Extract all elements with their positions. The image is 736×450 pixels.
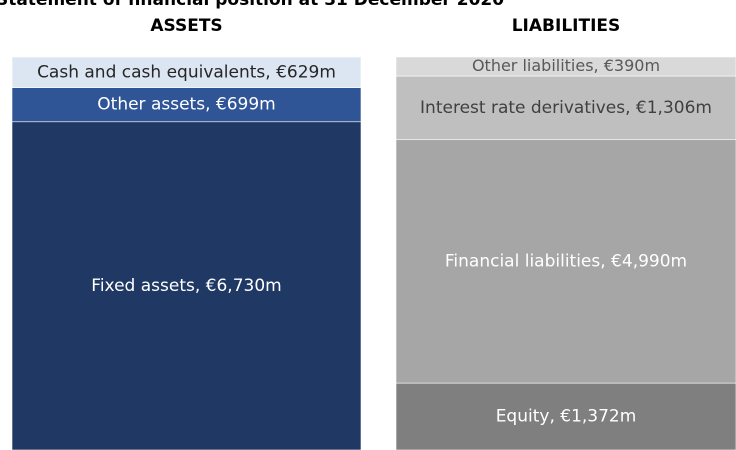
chart-title: Statement of financial position at 31 De… [0,0,504,10]
segment [395,56,736,77]
segment-label: Other liabilities, €390m [472,56,660,75]
segment [395,75,736,141]
segment-label: Cash and cash equivalents, €629m [37,62,336,82]
segment [395,382,736,450]
column-header: LIABILITIES [512,16,621,36]
segment-label: Other assets, €699m [97,95,275,115]
segment [11,87,362,123]
segment [11,56,362,88]
segment-label: Financial liabilities, €4,990m [445,251,687,271]
column-header: ASSETS [150,16,222,36]
segment-label: Interest rate derivatives, €1,306m [420,98,712,118]
segment-label: Fixed assets, €6,730m [91,276,281,296]
segment-label: Equity, €1,372m [496,407,637,427]
segment [11,121,362,450]
segment [395,139,736,384]
